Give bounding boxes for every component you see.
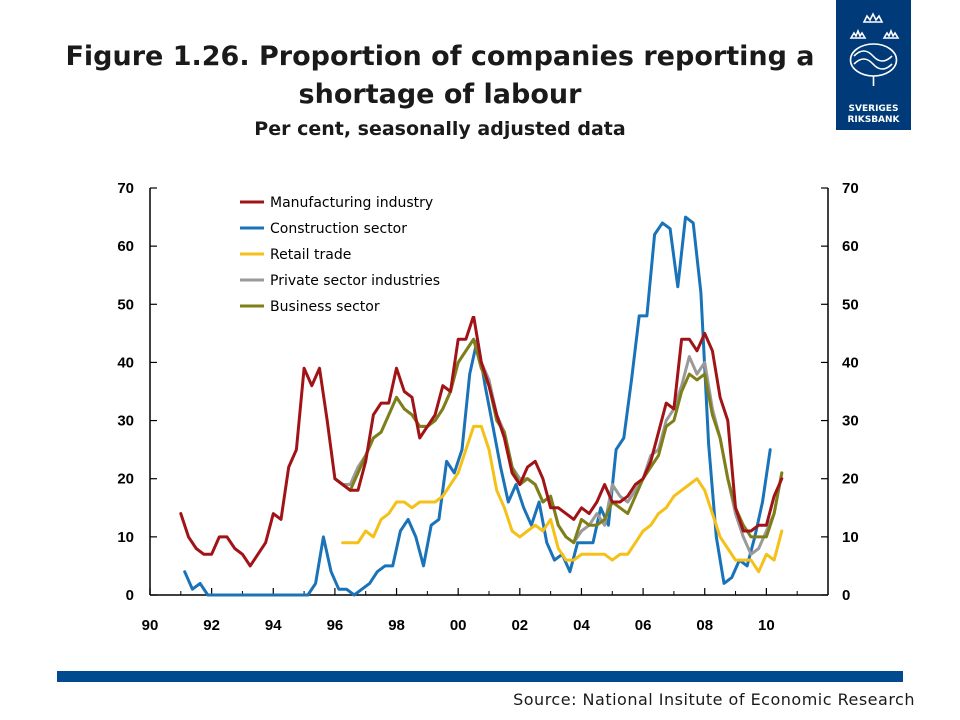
x-tick-label: 08: [696, 617, 713, 634]
title-line-1: Figure 1.26. Proportion of companies rep…: [65, 41, 815, 72]
y-tick-label-right: 30: [842, 413, 859, 430]
x-tick-label: 92: [203, 617, 220, 634]
legend-label-retail-trade: Retail trade: [270, 247, 351, 263]
series-line-construction-sector: [183, 215, 772, 597]
y-tick-label-right: 60: [842, 238, 859, 255]
y-tick-label-left: 0: [126, 587, 134, 604]
y-tick-label-right: 70: [842, 180, 859, 197]
x-tick-label: 04: [573, 617, 590, 634]
riksbank-logo: SVERIGES RIKSBANK: [836, 0, 911, 130]
title-line-2: shortage of labour: [298, 79, 582, 110]
series-line-manufacturing-industry: [179, 314, 784, 568]
x-tick-label: 02: [511, 617, 528, 634]
y-tick-label-right: 10: [842, 529, 859, 546]
y-tick-label-left: 30: [117, 413, 134, 430]
y-tick-label-left: 10: [117, 529, 134, 546]
y-tick-label-left: 40: [117, 354, 134, 371]
legend-label-business-sector: Business sector: [270, 299, 380, 315]
x-tick-label: 94: [265, 617, 282, 634]
legend-label-private-sector-industries: Private sector industries: [270, 273, 440, 289]
y-tick-label-left: 70: [117, 180, 134, 197]
legend-label-manufacturing-industry: Manufacturing industry: [270, 195, 433, 211]
logo-text-line-1: SVERIGES: [848, 104, 899, 114]
series-line-retail-trade: [341, 424, 784, 574]
footer-bar: [57, 671, 903, 682]
y-tick-label-right: 50: [842, 296, 859, 313]
crown-seal-icon: [849, 12, 900, 86]
legend-box: [210, 188, 550, 316]
x-tick-label: 98: [388, 617, 405, 634]
y-tick-label-left: 20: [117, 471, 134, 488]
series-line-business-sector: [333, 337, 784, 545]
y-tick-label-left: 60: [117, 238, 134, 255]
x-tick-label: 10: [758, 617, 775, 634]
x-tick-label: 90: [142, 617, 159, 634]
y-tick-label-left: 50: [117, 296, 134, 313]
x-tick-label: 96: [327, 617, 344, 634]
x-tick-label: 06: [635, 617, 652, 634]
legend-label-construction-sector: Construction sector: [270, 221, 407, 237]
legend: Manufacturing industry Construction secto…: [210, 188, 550, 316]
y-tick-label-right: 20: [842, 471, 859, 488]
chart-title: Figure 1.26. Proportion of companies rep…: [40, 38, 840, 114]
y-tick-label-right: 0: [842, 587, 850, 604]
logo-text-line-2: RIKSBANK: [847, 115, 900, 125]
y-tick-label-right: 40: [842, 354, 859, 371]
source-note: Source: National Insitute of Economic Re…: [513, 690, 915, 709]
chart-subtitle: Per cent, seasonally adjusted data: [254, 118, 626, 140]
x-tick-label: 00: [450, 617, 467, 634]
